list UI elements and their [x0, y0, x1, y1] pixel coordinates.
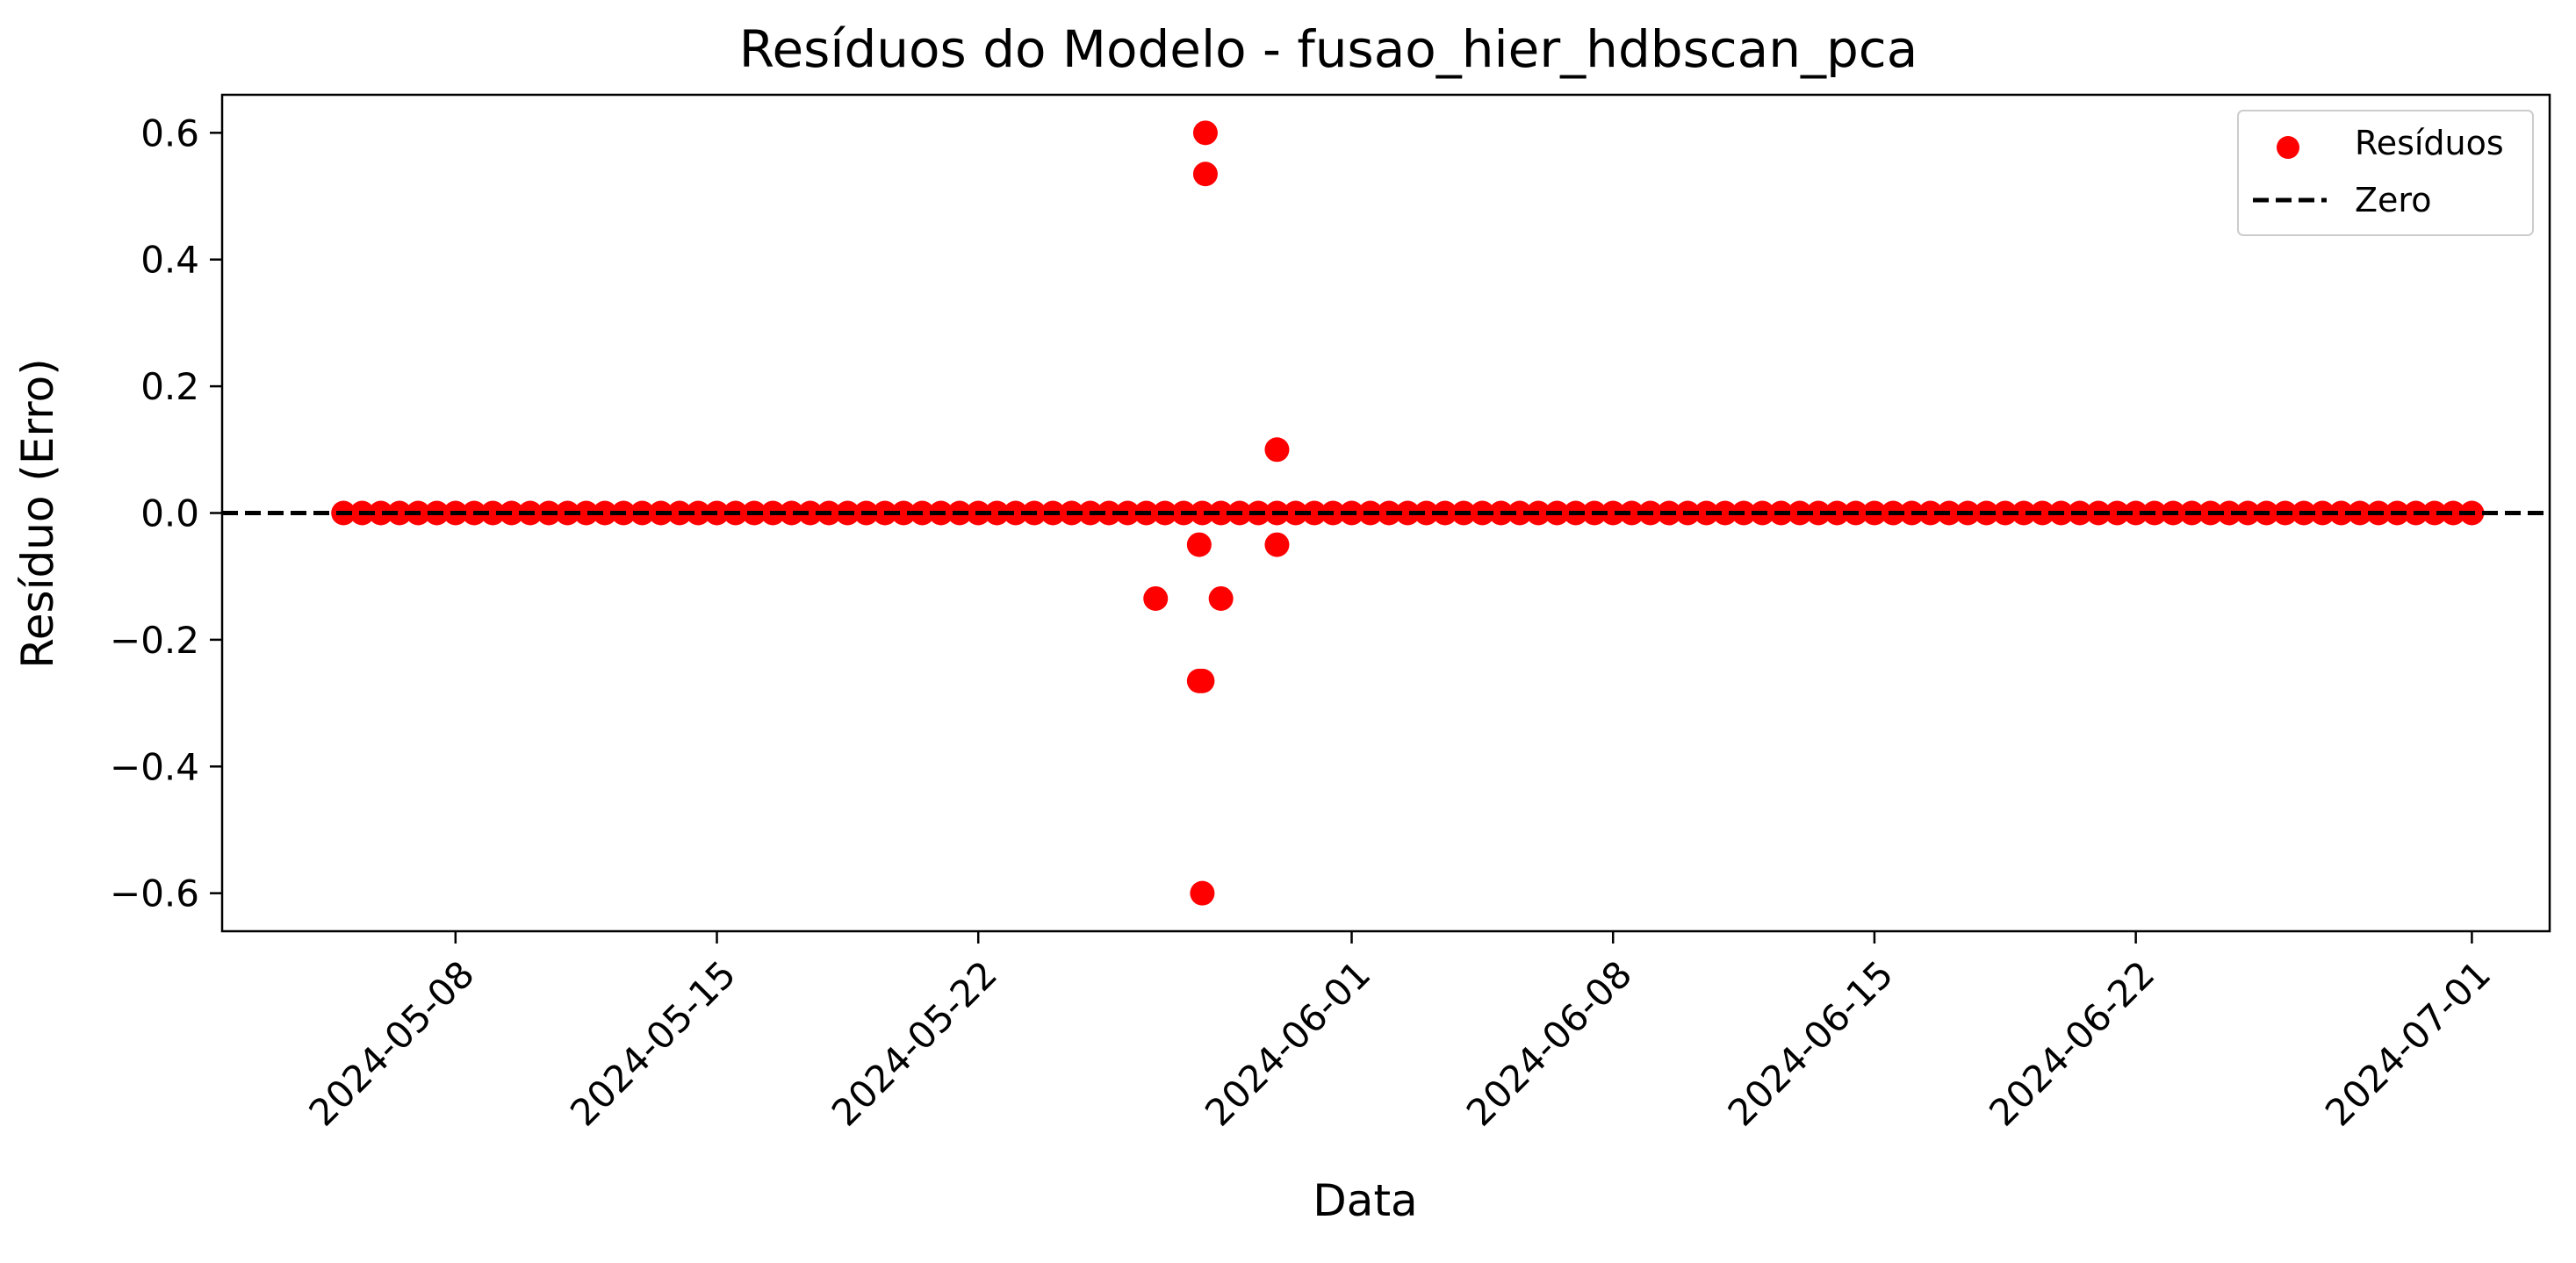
residual-point: [1208, 585, 1234, 611]
y-tick-label: −0.2: [110, 619, 199, 662]
y-tick-label: 0.0: [140, 492, 199, 535]
legend-box: [2237, 110, 2534, 236]
residual-point: [1264, 532, 1290, 557]
residual-point: [2216, 500, 2241, 526]
legend-label-residuals: Resíduos: [2355, 124, 2504, 162]
y-tick-label: −0.4: [110, 745, 199, 788]
residual-point: [1918, 500, 1943, 526]
residual-point: [2421, 500, 2447, 526]
residual-point: [368, 500, 393, 526]
residual-point: [1208, 500, 1234, 526]
plot-area: [220, 93, 2551, 933]
residual-point: [1097, 500, 1122, 526]
residual-point: [1507, 500, 1532, 526]
residual-point: [797, 500, 823, 526]
residual-point: [1395, 500, 1421, 526]
residual-point: [1190, 880, 1215, 906]
residual-point: [1190, 668, 1215, 693]
residual-point: [573, 500, 599, 526]
residual-point: [2123, 500, 2148, 526]
residual-point: [1601, 500, 1626, 526]
residual-point: [891, 500, 917, 526]
residual-point: [1192, 120, 1218, 146]
residual-point: [2328, 500, 2354, 526]
y-axis: 0.6 0.4 0.2 0.0 −0.2 −0.4 −0.6: [110, 111, 222, 915]
y-axis-label: Resíduo (Erro): [12, 358, 63, 668]
residual-point: [2030, 500, 2055, 526]
residual-point: [480, 500, 506, 526]
y-tick-label: 0.2: [140, 365, 199, 408]
residual-point: [387, 500, 413, 526]
y-tick-label: −0.6: [110, 872, 199, 915]
y-tick-label: 0.4: [140, 239, 199, 282]
residual-point: [592, 500, 617, 526]
residual-point: [1806, 500, 1831, 526]
y-tick-label: 0.6: [140, 111, 199, 154]
residual-point: [2235, 500, 2261, 526]
residual-point: [2011, 500, 2037, 526]
x-axis-label: Data: [1313, 1175, 1417, 1226]
residual-point: [1192, 161, 1218, 187]
residual-point: [1301, 500, 1327, 526]
residual-point: [1712, 500, 1738, 526]
legend-marker-residuals: [2277, 136, 2299, 159]
residual-point: [779, 500, 804, 526]
residual-point: [1143, 585, 1169, 611]
residual-point: [2441, 500, 2466, 526]
residual-point: [686, 500, 711, 526]
residual-point: [1414, 500, 1439, 526]
residual-point: [1003, 500, 1028, 526]
residual-point: [1190, 500, 1215, 526]
residual-point: [984, 500, 1010, 526]
residual-point: [1619, 500, 1644, 526]
residual-point: [1824, 500, 1850, 526]
residual-point: [1186, 532, 1212, 557]
legend: Resíduos Zero: [2237, 110, 2534, 236]
residual-point: [1264, 437, 1290, 463]
chart-title: Resíduos do Modelo - fusao_hier_hdbscan_…: [739, 19, 1918, 79]
legend-label-zero: Zero: [2355, 181, 2431, 219]
